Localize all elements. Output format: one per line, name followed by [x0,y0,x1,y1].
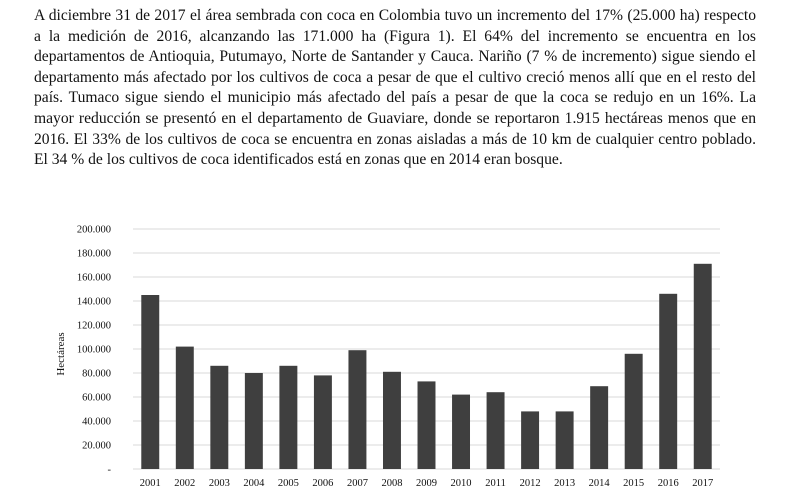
bar-2016 [659,293,678,469]
bar-2009 [417,381,436,469]
x-tick-label: 2001 [140,478,161,489]
y-tick-label: 60.000 [82,393,111,404]
intro-paragraph: A diciembre 31 de 2017 el área sembrada … [34,7,756,169]
x-tick-label: 2004 [243,478,265,489]
x-tick-label: 2007 [347,478,368,489]
bar-2017 [693,263,712,469]
y-tick-label: 140.000 [77,297,111,308]
bar-2003 [210,365,229,469]
x-tick-label: 2008 [381,478,402,489]
x-tick-label: 2013 [554,478,575,489]
bar-2001 [141,295,160,469]
bar-2010 [452,394,471,469]
bar-2006 [313,375,332,469]
x-tick-label: 2002 [174,478,195,489]
y-axis-label: Hectáreas [55,332,67,375]
y-tick-label: 80.000 [82,369,111,380]
bar-2008 [382,371,401,469]
x-tick-label: 2010 [451,478,472,489]
bar-2007 [348,350,367,469]
y-tick-label: 120.000 [77,321,111,332]
x-tick-label: 2017 [692,478,713,489]
y-tick-label: 20.000 [82,441,111,452]
y-tick-label: 180.000 [77,249,111,260]
y-axis-ticks: - 20.000 40.000 60.000 80.000 100.000 120.000 1… [77,225,112,476]
x-tick-label: 2003 [209,478,230,489]
bar-2002 [175,346,194,469]
gridlines [133,228,720,470]
y-tick-label: - [108,465,112,476]
y-tick-label: 200.000 [77,225,111,236]
x-tick-label: 2006 [312,478,333,489]
x-tick-label: 2014 [589,478,611,489]
bar-2004 [244,373,263,469]
bars [141,263,712,469]
bar-2005 [279,365,298,469]
y-tick-label: 100.000 [77,345,111,356]
coca-area-bar-chart: - 20.000 40.000 60.000 80.000 100.000 120.000 1… [55,225,720,489]
y-tick-label: 40.000 [82,417,111,428]
y-tick-label: 160.000 [77,273,111,284]
x-tick-label: 2012 [520,478,541,489]
x-tick-label: 2009 [416,478,437,489]
bar-2011 [486,392,505,469]
x-tick-label: 2015 [623,478,644,489]
bar-2012 [521,411,540,469]
x-tick-label: 2005 [278,478,299,489]
x-tick-label: 2016 [658,478,679,489]
bar-2015 [624,353,643,469]
x-axis-ticks: 2001 2002 2003 2004 2005 2006 2007 2008 2009 2010… [140,478,713,489]
bar-2013 [555,411,574,469]
x-tick-label: 2011 [485,478,506,489]
bar-2014 [590,386,609,469]
